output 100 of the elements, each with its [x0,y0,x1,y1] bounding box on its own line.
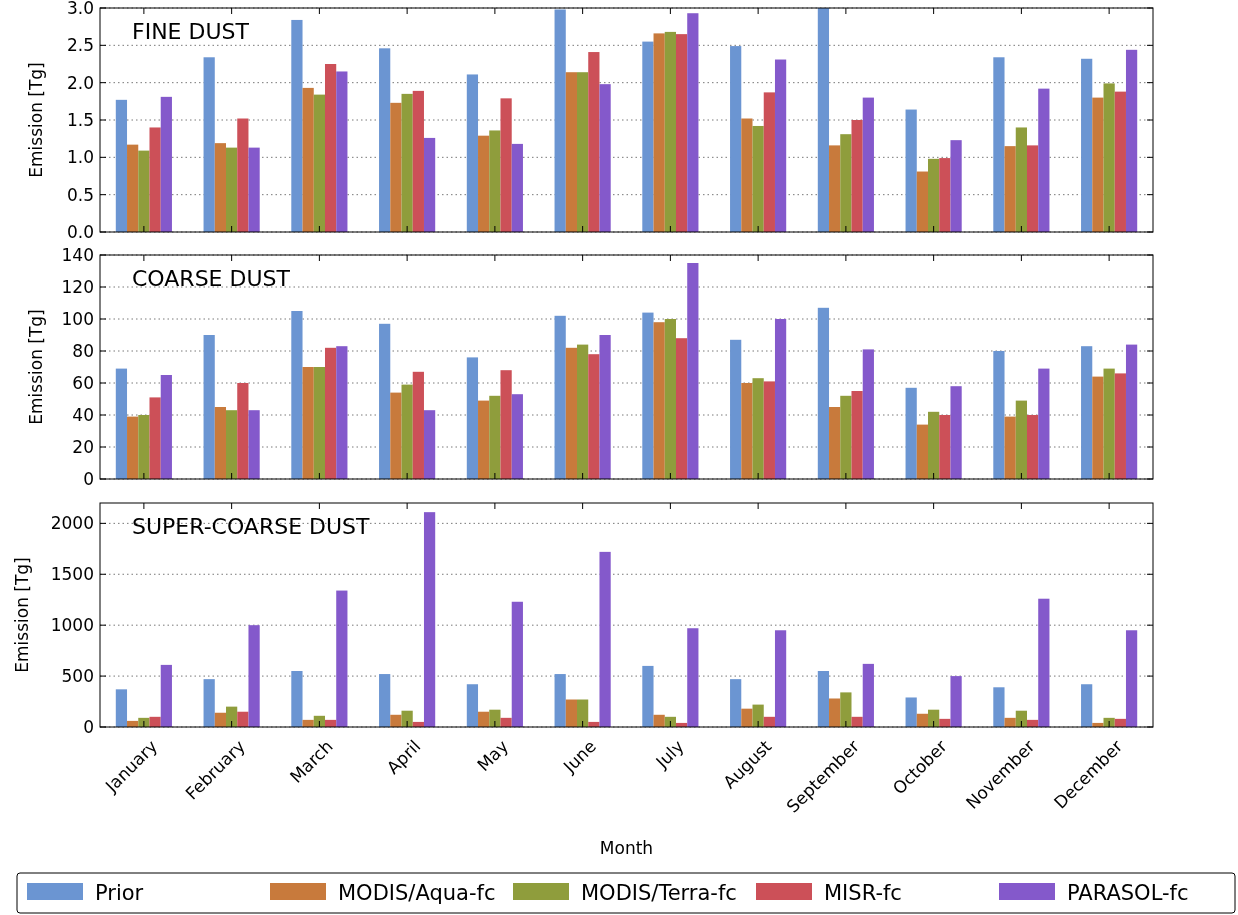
bar [291,19,303,232]
bar [1004,416,1016,479]
bar [149,397,161,479]
bar [115,689,128,727]
y-tick-label: 0 [83,468,94,489]
bar [741,118,753,232]
legend-label: MISR-fc [824,881,902,906]
bar [500,370,512,479]
bar [248,410,260,479]
bar [687,628,699,727]
bar [237,118,249,232]
bar [379,674,391,727]
bar [950,676,962,727]
bar [203,335,215,479]
bar [466,357,479,479]
bar [642,665,654,727]
y-tick-label: 3.0 [66,0,94,18]
bar [642,312,654,479]
bar [664,31,676,232]
bar [905,109,917,232]
bar [851,120,863,232]
bar [565,347,578,479]
bar [423,512,436,727]
bar [950,140,962,232]
text: COARSE DUST [132,266,291,291]
bar [127,144,139,232]
text: FINE DUST [132,19,250,44]
bar [511,394,523,479]
bar [851,391,863,479]
bar [1125,630,1138,727]
bar [752,378,764,479]
bar [687,263,699,479]
bar [840,134,852,232]
bar [851,716,863,727]
y-tick-label: 60 [72,372,94,393]
bar [993,57,1005,232]
bar [336,346,348,479]
bar [653,33,665,232]
bar [687,13,699,232]
bar [313,367,325,479]
bar [248,625,260,727]
bar [478,711,490,727]
bar [862,97,874,232]
bar [138,150,150,232]
bar [774,319,787,479]
bar [1026,145,1039,232]
bar [675,338,688,479]
bar [939,415,951,479]
bar [115,368,128,479]
legend-label: MODIS/Aqua-fc [338,881,496,906]
bar [214,143,227,232]
bar [1081,58,1093,232]
bar [1125,344,1138,479]
bar [336,71,348,232]
bar [466,74,479,232]
y-tick-label: 120 [61,276,94,297]
bar [1103,83,1115,232]
bar [203,679,215,727]
bar [577,344,589,479]
bar [412,90,424,232]
bar [478,135,490,232]
bar [817,8,830,232]
bar [1026,415,1039,479]
bar [412,371,424,479]
bar [840,692,852,727]
bar [1015,400,1027,479]
bar [730,46,742,232]
y-tick-label: 2.5 [66,35,94,56]
bar [226,410,238,479]
bar [489,395,501,479]
y-tick-label: 2.0 [66,72,94,93]
bar [840,395,852,479]
bar [1081,684,1093,727]
bar [862,349,874,479]
bar [214,407,227,479]
bar [291,311,303,479]
bar [588,354,600,479]
bar [565,72,578,232]
bar [1114,91,1126,232]
bar [905,387,917,479]
bar [500,717,512,727]
bar [653,322,665,479]
bar [160,96,172,232]
bar [511,143,523,232]
bar [203,57,215,232]
bar [950,386,962,479]
bar [160,375,172,479]
y-tick-label: 140 [61,244,94,265]
bar [401,384,413,479]
bar [127,416,139,479]
bar [248,147,260,232]
bar [324,347,337,479]
bar [1004,146,1016,232]
bar [1038,88,1050,232]
bar [1092,376,1104,479]
y-tick-label: 0.0 [66,221,94,242]
bar [774,59,787,232]
bar [599,551,611,727]
bar [774,630,787,727]
y-tick-label: 40 [72,404,94,425]
